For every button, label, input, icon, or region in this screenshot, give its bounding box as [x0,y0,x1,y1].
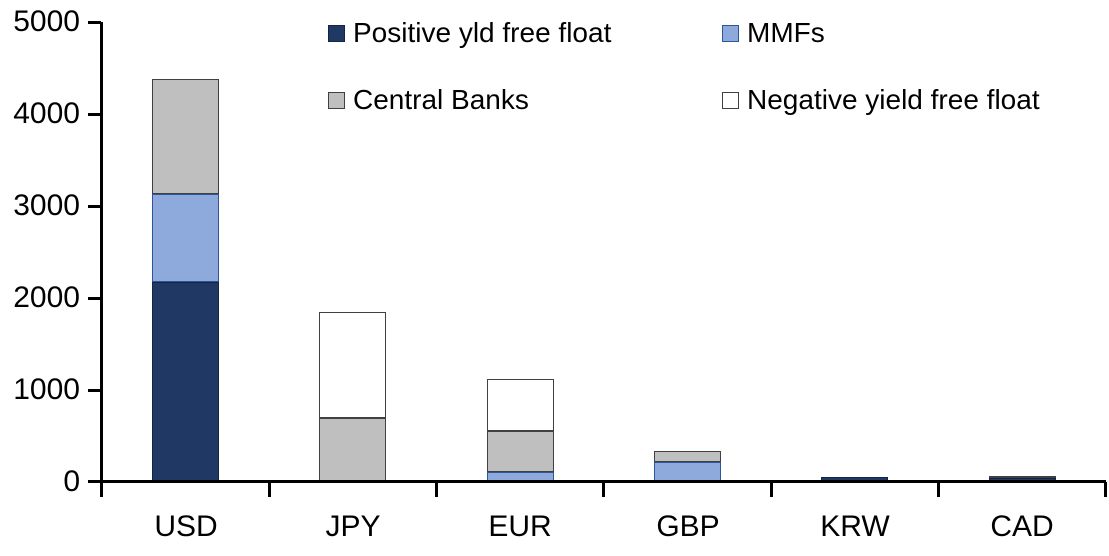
x-axis-line [100,480,1106,483]
y-tick-label-4000: 4000 [13,97,80,130]
x-tick-mark [268,482,271,497]
legend-swatch-central-banks [328,91,345,109]
x-cat-label-jpy: JPY [325,510,381,543]
legend-swatch-positive-yld-free-float [328,24,345,42]
bar-segment-central-banks-gbp [654,451,722,463]
y-tick-mark [88,297,101,300]
legend-item-central-banks: Central Banks [328,83,529,117]
legend-item-mmfs: MMFs [722,16,825,50]
legend-label: Positive yld free float [353,17,612,48]
y-tick-mark [88,205,101,208]
y-axis-line [100,22,103,483]
y-tick-label-0: 0 [63,465,80,498]
y-tick-label-3000: 3000 [13,189,80,222]
y-tick-mark [88,113,101,116]
bar-segment-negative-yield-free-float-jpy [319,311,387,418]
legend-swatch-mmfs [722,24,739,42]
y-tick-mark [88,480,101,483]
x-tick-mark [435,482,438,497]
y-tick-mark [88,21,101,24]
x-tick-mark [602,482,605,497]
x-tick-mark [937,482,940,497]
bar-segment-central-banks-usd [152,79,220,195]
legend-label: MMFs [747,17,825,48]
bar-segment-central-banks-cad [988,475,1056,479]
y-tick-label-5000: 5000 [13,5,80,38]
x-cat-label-eur: EUR [488,510,552,543]
y-tick-label-2000: 2000 [13,281,80,314]
legend-item-negative-yield-free-float: Negative yield free float [722,83,1040,117]
y-tick-mark [88,389,101,392]
legend-item-positive-yld-free-float: Positive yld free float [328,16,611,50]
bar-segment-mmfs-usd [152,194,220,283]
bar-segment-positive-yld-free-float-usd [152,282,220,482]
bar-segment-central-banks-eur [486,431,554,472]
legend-swatch-negative-yield-free-float [722,91,739,109]
x-cat-label-gbp: GBP [656,510,720,543]
legend-label: Negative yield free float [747,84,1040,115]
x-tick-mark [770,482,773,497]
y-tick-label-1000: 1000 [13,373,80,406]
x-cat-label-usd: USD [154,510,218,543]
x-cat-label-cad: CAD [990,510,1054,543]
x-tick-mark [100,482,103,497]
bar-segment-central-banks-jpy [319,417,387,482]
x-cat-label-krw: KRW [820,510,890,543]
bar-segment-negative-yield-free-float-eur [486,379,554,432]
legend-label: Central Banks [353,84,529,115]
x-tick-mark [1104,482,1107,497]
